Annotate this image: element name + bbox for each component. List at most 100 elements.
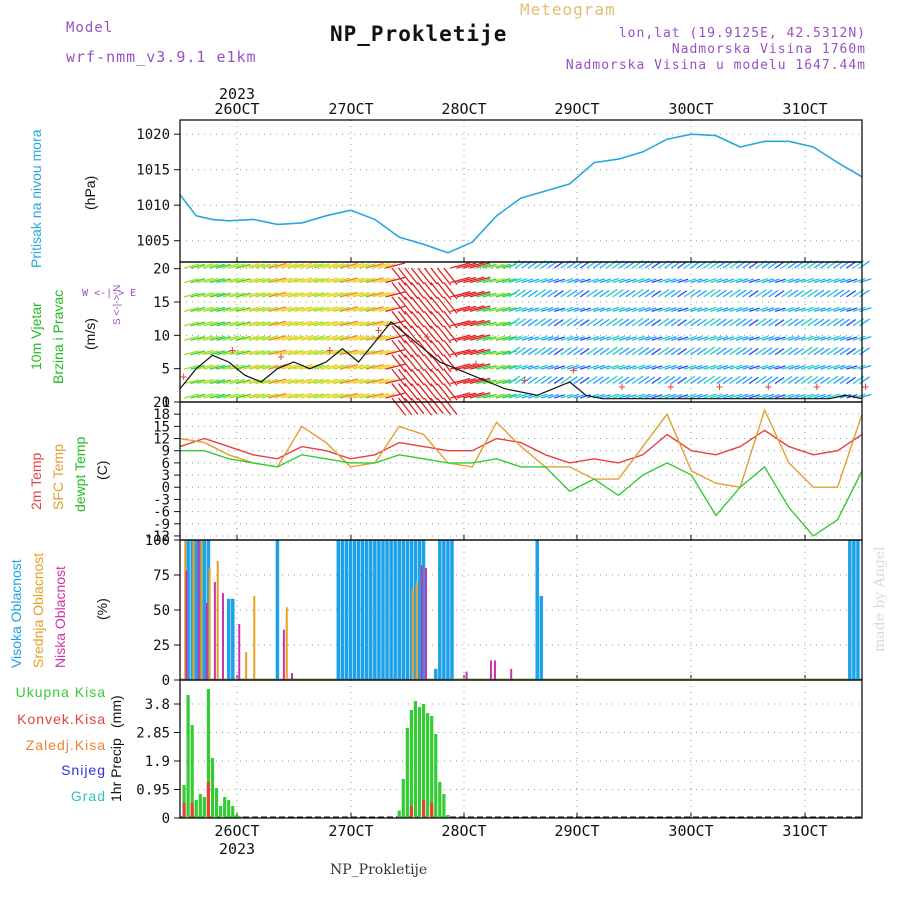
wind-arrow [800, 393, 814, 399]
wind-arrow [729, 306, 743, 312]
wind-arrow [846, 365, 858, 370]
wind-arrow [216, 393, 231, 399]
precip-total-bar [239, 816, 243, 818]
model-label: Model [66, 20, 114, 36]
wind-arrow [404, 267, 419, 285]
wind-arrow [281, 364, 298, 370]
wind-arrow [671, 365, 683, 370]
wind-arrow [735, 376, 747, 385]
wind-arrow [456, 262, 477, 269]
wind-arrow [541, 335, 554, 341]
wind-arrow [436, 296, 452, 315]
wind-arrow [592, 289, 604, 298]
wind-arrow [514, 289, 527, 298]
pressure-point [641, 151, 644, 153]
wind-arrow [326, 292, 344, 298]
wind-arrow [729, 288, 741, 298]
wind-arrow [560, 317, 572, 327]
wind-arrow [404, 282, 419, 300]
wind-arrow [183, 350, 200, 356]
wind-arrow [521, 393, 534, 399]
wind-arrow [255, 364, 271, 370]
wind-arrow [229, 393, 245, 399]
cloud-high-bar [364, 540, 369, 680]
wind-arrow [800, 364, 814, 370]
wind-arrow [463, 363, 485, 370]
wind-arrow [456, 349, 477, 356]
wind-arrow [255, 263, 271, 269]
wind-arrow [307, 292, 324, 298]
wind-arrow [346, 320, 364, 327]
wind-arrow [248, 263, 265, 269]
y-tick-label: 1.9 [145, 754, 170, 770]
wind-arrow [359, 292, 376, 298]
wind-arrow [196, 335, 214, 341]
wind-arrow [242, 263, 260, 269]
wind-arrow [677, 319, 688, 327]
wind-arrow [826, 364, 840, 370]
date-label-top: 30OCT [668, 100, 713, 118]
wind-arrow [625, 336, 637, 341]
wind-arrow [800, 277, 814, 284]
wind-arrow [534, 335, 548, 341]
y-tick-label: 2.85 [136, 726, 170, 742]
wind-arrow [632, 364, 645, 370]
wind-arrow [735, 318, 747, 327]
wind-arrow [696, 394, 709, 399]
wind-arrow [618, 318, 630, 327]
wind-arrow [579, 319, 590, 327]
wind-arrow [645, 393, 657, 399]
cloud-high-bar [194, 540, 198, 680]
wind-arrow [670, 318, 682, 327]
wind-arrow [540, 347, 552, 356]
date-label-top: 29OCT [554, 100, 599, 118]
wind-arrow [502, 364, 517, 370]
wind-arrow [333, 321, 350, 327]
wind-arrow [404, 397, 419, 415]
wind-arrow [476, 278, 491, 284]
wind-arrow [352, 335, 370, 341]
wind-arrow [326, 277, 344, 284]
wind-arrow [826, 317, 839, 327]
wind-arrow [807, 364, 820, 370]
wind-arrow [813, 278, 826, 284]
wind-arrow [696, 307, 709, 312]
wind-arrow [527, 261, 538, 269]
wind-arrow [846, 319, 857, 327]
wind-arrow [657, 346, 670, 356]
wind-arrow [599, 318, 610, 327]
wind-arrow [430, 368, 444, 386]
wind-arrow [670, 289, 682, 298]
wind-arrow [716, 364, 729, 370]
wind-arrow [820, 318, 831, 327]
wind-arrow [573, 289, 584, 298]
wind-arrow [482, 365, 497, 370]
wind-arrow [703, 364, 717, 370]
wind-arrow [294, 392, 313, 399]
wind-arrow [294, 335, 313, 341]
wind-arrow [800, 375, 813, 385]
pressure-point [666, 138, 668, 140]
wind-arrow [826, 306, 840, 312]
cloud-high-bar [848, 540, 852, 680]
wind-arrow [547, 393, 560, 399]
wind-arrow [580, 307, 591, 312]
wind-arrow [606, 306, 620, 312]
wind-arrow [631, 317, 644, 327]
wind-arrow [742, 347, 753, 356]
wind-arrow [742, 376, 753, 385]
wind-arrow [372, 378, 390, 385]
wind-arrow [352, 277, 370, 284]
wind-arrow [553, 347, 564, 356]
wind-arrow [495, 379, 511, 385]
date-label-bottom: 26OCT [214, 822, 259, 840]
wind-arrow [430, 296, 444, 313]
wind-arrow [709, 289, 721, 298]
wind-arrow [839, 365, 852, 370]
wind-arrow [833, 318, 845, 327]
wind-arrow [281, 277, 298, 284]
wind-arrow [547, 376, 558, 385]
wind-arrow [333, 378, 350, 385]
wind-arrow [807, 347, 819, 356]
wind-arrow [677, 376, 688, 385]
